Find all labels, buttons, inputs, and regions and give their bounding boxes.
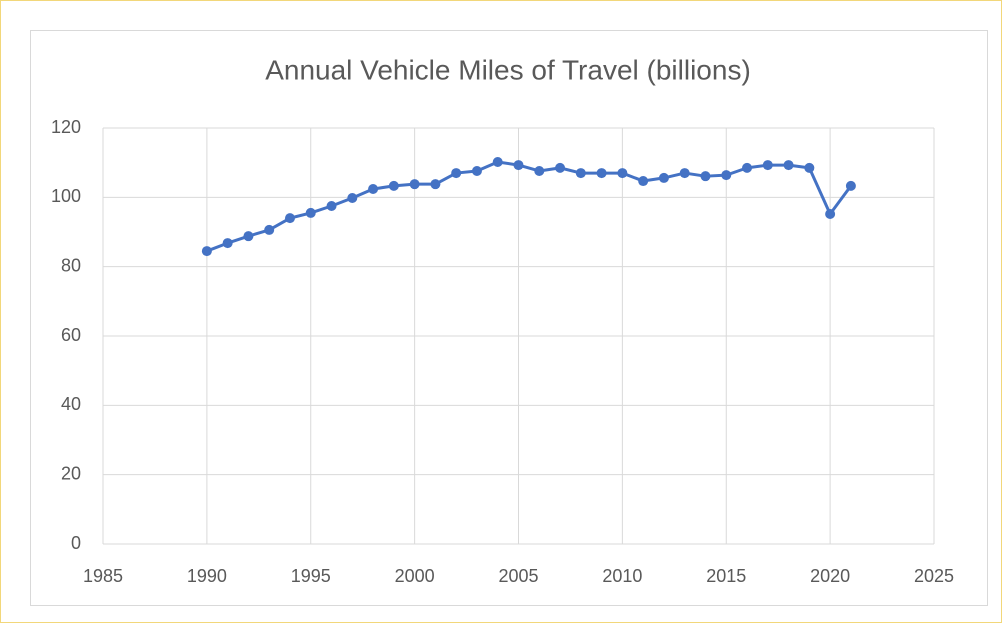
data-point — [638, 176, 649, 187]
x-tick-label: 2025 — [914, 566, 954, 586]
x-tick-label: 1995 — [291, 566, 331, 586]
data-point — [388, 180, 399, 191]
data-point — [451, 168, 462, 179]
data-point — [825, 208, 836, 219]
data-point — [658, 172, 669, 183]
data-point — [368, 184, 379, 195]
x-tick-label: 2010 — [602, 566, 642, 586]
data-point — [305, 207, 316, 218]
y-tick-label: 100 — [51, 186, 81, 206]
y-tick-label: 20 — [61, 463, 81, 483]
data-point — [513, 160, 524, 171]
data-point — [679, 168, 690, 179]
x-tick-label: 2015 — [706, 566, 746, 586]
data-point — [555, 162, 566, 173]
data-point — [804, 162, 815, 173]
data-point — [284, 213, 295, 224]
data-point — [471, 165, 482, 176]
data-point — [326, 201, 337, 211]
data-point — [617, 168, 628, 179]
data-point — [596, 168, 607, 179]
data-point — [222, 238, 233, 249]
data-point — [201, 246, 212, 257]
data-point — [845, 180, 856, 191]
data-point — [243, 231, 254, 242]
y-tick-label: 120 — [51, 117, 81, 137]
data-point — [492, 156, 503, 167]
x-tick-label: 2020 — [810, 566, 850, 586]
x-tick-label: 2005 — [498, 566, 538, 586]
data-point — [575, 168, 586, 179]
x-tick-label: 2000 — [395, 566, 435, 586]
x-tick-label: 1985 — [83, 566, 123, 586]
chart-title: Annual Vehicle Miles of Travel (billions… — [265, 54, 751, 85]
data-point — [409, 179, 420, 190]
y-tick-label: 80 — [61, 255, 81, 275]
y-tick-label: 0 — [71, 533, 81, 553]
data-point — [430, 179, 441, 190]
data-point — [721, 170, 732, 181]
data-point — [347, 193, 358, 204]
x-tick-label: 1990 — [187, 566, 227, 586]
data-point — [700, 171, 711, 182]
data-point — [742, 162, 753, 173]
data-point — [534, 165, 545, 176]
y-tick-label: 60 — [61, 325, 81, 345]
data-point — [783, 160, 794, 171]
y-tick-label: 40 — [61, 394, 81, 414]
chart-area — [30, 30, 988, 606]
data-point — [762, 160, 773, 171]
data-point — [264, 224, 275, 235]
